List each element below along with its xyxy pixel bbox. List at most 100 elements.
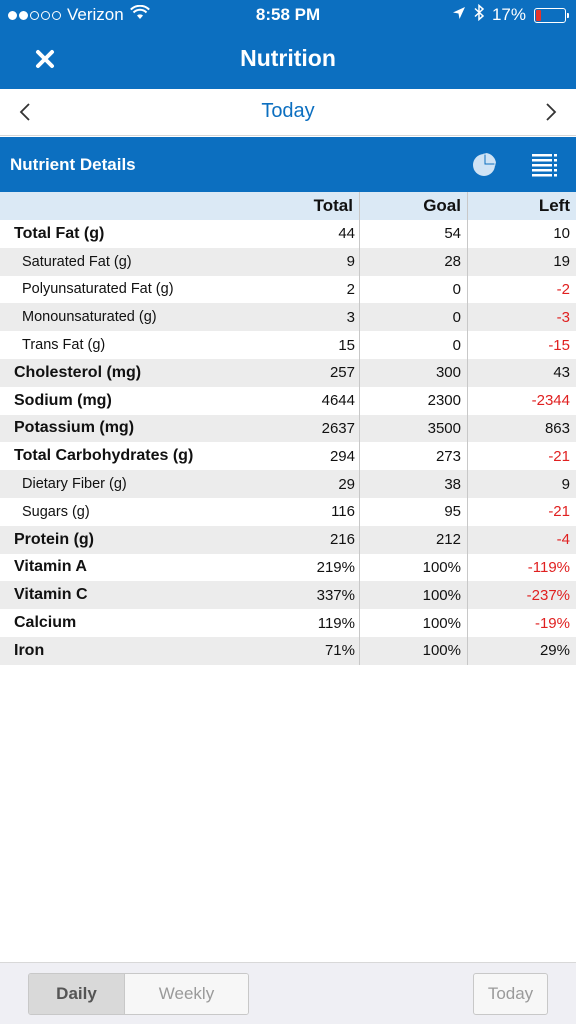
nutrient-table: Total Goal Left Total Fat (g) 44 54 10 Satur… xyxy=(0,192,576,665)
chevron-left-icon xyxy=(19,103,30,121)
chevron-right-icon xyxy=(546,103,557,121)
battery-level xyxy=(536,9,541,21)
nutrient-name: Iron xyxy=(14,641,45,659)
status-right: 17% xyxy=(452,3,569,26)
table-row: Total Carbohydrates (g) 294 273 -21 xyxy=(0,442,576,471)
total-value: 219% xyxy=(316,558,355,576)
goal-value: 3500 xyxy=(359,414,467,443)
page-title: Nutrition xyxy=(240,45,336,71)
table-row: Protein (g) 216 212 -4 xyxy=(0,525,576,554)
left-value: -2344 xyxy=(467,386,576,415)
current-date-label: Today xyxy=(261,100,315,122)
table-row: Sodium (mg) 4644 2300 -2344 xyxy=(0,386,576,415)
goal-value: 2300 xyxy=(359,386,467,415)
nutrient-name: Potassium (mg) xyxy=(14,419,135,437)
total-value: 44 xyxy=(338,225,355,243)
total-value: 2 xyxy=(346,280,355,298)
nutrient-name: Saturated Fat (g) xyxy=(22,253,132,270)
left-value: 19 xyxy=(467,247,576,276)
left-value: 9 xyxy=(467,470,576,498)
table-row: Potassium (mg) 2637 3500 863 xyxy=(0,414,576,443)
table-row: Iron 71% 100% 29% xyxy=(0,636,576,665)
next-day-button[interactable] xyxy=(538,99,564,125)
date-navigator: Today xyxy=(0,89,576,136)
column-header-total: Total xyxy=(313,196,353,215)
left-value: 43 xyxy=(467,358,576,387)
total-value: 4644 xyxy=(321,392,355,410)
nutrient-name: Calcium xyxy=(14,614,77,632)
wifi-icon xyxy=(129,4,150,25)
column-header-goal: Goal xyxy=(359,192,467,220)
section-title: Nutrient Details xyxy=(10,155,136,174)
table-header: Total Goal Left xyxy=(0,192,576,220)
weekly-tab[interactable]: Weekly xyxy=(125,974,248,1014)
daily-tab[interactable]: Daily xyxy=(29,974,125,1014)
battery-icon xyxy=(534,7,569,23)
goal-value: 100% xyxy=(359,553,467,582)
total-value: 29 xyxy=(338,475,355,493)
status-left: Verizon xyxy=(8,4,150,25)
nutrient-name: Total Fat (g) xyxy=(14,224,105,242)
goal-value: 273 xyxy=(359,442,467,471)
goal-value: 95 xyxy=(359,497,467,526)
goal-value: 0 xyxy=(359,331,467,359)
nutrient-name: Dietary Fiber (g) xyxy=(22,476,127,493)
bottom-toolbar: Daily Weekly Today xyxy=(0,962,576,1024)
goal-value: 100% xyxy=(359,609,467,637)
left-value: -19% xyxy=(467,609,576,637)
table-row: Calcium 119% 100% -19% xyxy=(0,609,576,637)
nav-bar: Nutrition xyxy=(0,30,576,89)
status-bar: Verizon 8:58 PM 17% xyxy=(0,0,576,30)
nutrient-name: Total Carbohydrates (g) xyxy=(14,447,194,465)
location-arrow-icon xyxy=(452,5,466,25)
today-button[interactable]: Today xyxy=(473,973,548,1015)
status-time: 8:58 PM xyxy=(255,5,321,24)
nutrient-name: Polyunsaturated Fat (g) xyxy=(22,281,174,298)
nutrient-name: Monounsaturated (g) xyxy=(22,309,157,326)
table-row: Vitamin A 219% 100% -119% xyxy=(0,553,576,582)
list-view-button[interactable] xyxy=(530,151,560,179)
nutrient-name: Sugars (g) xyxy=(22,503,90,520)
goal-value: 0 xyxy=(359,303,467,332)
table-row: Sugars (g) 116 95 -21 xyxy=(0,497,576,526)
table-row: Polyunsaturated Fat (g) 2 0 -2 xyxy=(0,275,576,304)
table-row: Saturated Fat (g) 9 28 19 xyxy=(0,247,576,276)
left-value: -21 xyxy=(467,442,576,471)
total-value: 294 xyxy=(329,447,355,465)
table-row: Vitamin C 337% 100% -237% xyxy=(0,581,576,610)
total-value: 71% xyxy=(324,642,355,660)
goal-value: 212 xyxy=(359,525,467,554)
total-value: 216 xyxy=(329,531,355,549)
bluetooth-icon xyxy=(474,3,485,26)
left-value: -21 xyxy=(467,497,576,526)
left-value: 29% xyxy=(467,636,576,665)
pie-chart-view-button[interactable] xyxy=(470,151,498,179)
table-body: Total Fat (g) 44 54 10 Saturated Fat (g) 9 28 1… xyxy=(0,220,576,665)
battery-percent: 17% xyxy=(491,5,526,24)
goal-value: 100% xyxy=(359,581,467,610)
total-value: 337% xyxy=(316,586,355,604)
left-value: -2 xyxy=(467,275,576,304)
total-value: 9 xyxy=(346,253,355,271)
nutrient-name: Cholesterol (mg) xyxy=(14,363,142,381)
nutrient-name: Protein (g) xyxy=(14,530,94,548)
column-header-left: Left xyxy=(467,192,576,220)
section-header: Nutrient Details xyxy=(0,137,576,192)
left-value: -3 xyxy=(467,303,576,332)
left-value: -15 xyxy=(467,331,576,359)
table-row: Trans Fat (g) 15 0 -15 xyxy=(0,331,576,359)
previous-day-button[interactable] xyxy=(12,99,38,125)
left-value: -237% xyxy=(467,581,576,610)
nutrient-name: Sodium (mg) xyxy=(14,391,112,409)
period-segmented-control: Daily Weekly xyxy=(28,973,249,1015)
total-value: 119% xyxy=(317,614,355,632)
nutrient-name: Trans Fat (g) xyxy=(22,337,106,354)
goal-value: 0 xyxy=(359,275,467,304)
close-button[interactable] xyxy=(30,44,60,74)
close-icon xyxy=(36,50,54,68)
total-value: 257 xyxy=(329,364,355,382)
pie-chart-icon xyxy=(473,153,496,176)
left-value: 863 xyxy=(467,414,576,443)
carrier-name: Verizon xyxy=(67,5,124,24)
nutrient-name: Vitamin C xyxy=(14,586,88,604)
